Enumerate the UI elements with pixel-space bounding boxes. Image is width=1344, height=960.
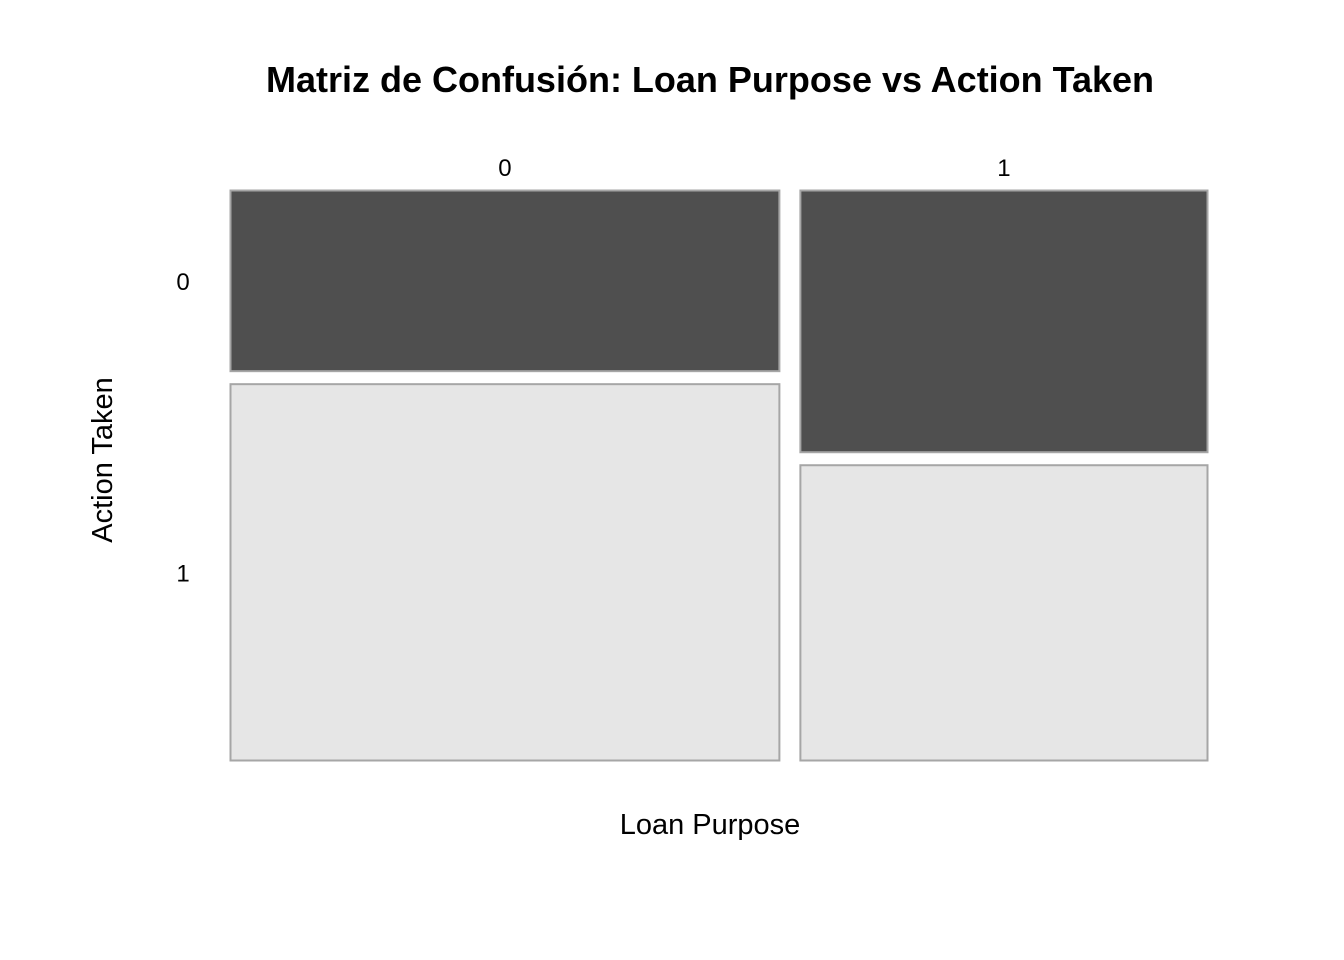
y-tick-label-1: 1	[176, 560, 189, 587]
mosaic-cell-x0-y1	[229, 383, 781, 762]
chart-title: Matriz de Confusión: Loan Purpose vs Act…	[266, 59, 1154, 100]
y-tick-label-0: 0	[176, 269, 189, 296]
x-tick-label-1: 1	[997, 155, 1010, 182]
x-tick-label-0: 0	[498, 155, 511, 182]
mosaic-cells	[229, 189, 1209, 762]
mosaic-cell-x0-y0	[229, 189, 781, 373]
y-tick-labels: 01	[176, 269, 189, 588]
mosaic-cell-x1-y1	[799, 464, 1209, 762]
y-axis-label: Action Taken	[87, 377, 119, 543]
x-axis-label: Loan Purpose	[620, 809, 801, 841]
mosaic-cell-x1-y0	[799, 189, 1209, 454]
